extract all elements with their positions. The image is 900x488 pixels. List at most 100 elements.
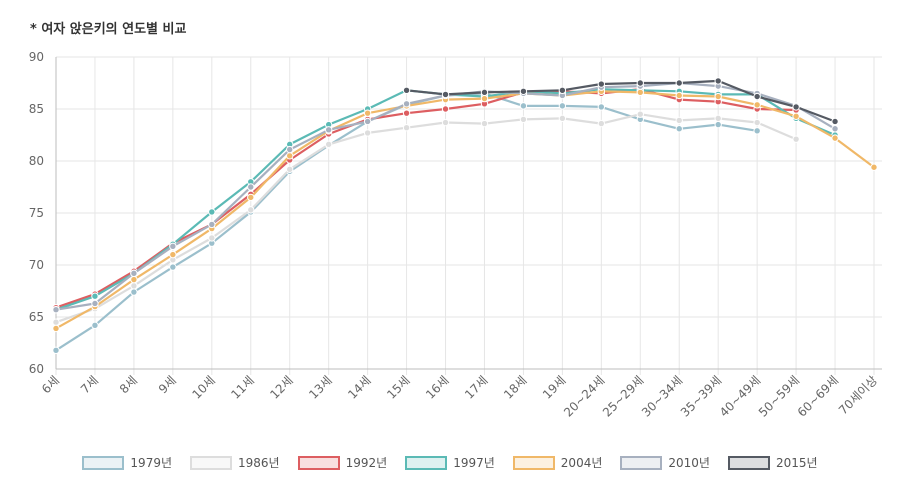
data-point-2010년[interactable]	[91, 299, 99, 308]
legend-item[interactable]: 1997년	[405, 454, 495, 471]
x-tick-label: 19세	[540, 373, 569, 402]
legend-item[interactable]: 2004년	[512, 454, 603, 471]
data-point-2004년[interactable]	[870, 163, 878, 171]
data-point-2004년[interactable]	[753, 101, 761, 109]
x-tick-label: 35~39세	[678, 373, 724, 419]
legend-swatch	[190, 455, 233, 470]
data-point-1997년[interactable]	[91, 292, 99, 300]
x-tick-label: 10세	[189, 373, 218, 402]
data-point-1986년[interactable]	[52, 318, 60, 326]
data-point-1979년[interactable]	[130, 288, 138, 296]
legend-item[interactable]: 2015년	[727, 454, 818, 471]
data-point-2004년[interactable]	[636, 88, 644, 97]
data-point-1986년[interactable]	[519, 115, 528, 124]
data-point-2004년[interactable]	[286, 152, 294, 160]
series-line-1986년	[55, 113, 797, 324]
data-point-2004년[interactable]	[675, 91, 683, 100]
data-point-1986년[interactable]	[130, 282, 138, 290]
data-point-2010년[interactable]	[52, 306, 60, 314]
data-point-1986년[interactable]	[792, 135, 800, 143]
x-tick-label: 6세	[39, 373, 62, 396]
legend-item[interactable]: 2010년	[620, 454, 710, 471]
data-point-2015년[interactable]	[480, 88, 489, 97]
data-point-2010년[interactable]	[363, 117, 372, 126]
data-point-1986년[interactable]	[286, 165, 294, 174]
data-point-2010년[interactable]	[286, 145, 294, 154]
data-point-2015년[interactable]	[831, 117, 839, 126]
legend-swatch	[82, 455, 125, 470]
data-point-2015년[interactable]	[675, 79, 683, 87]
data-point-2010년[interactable]	[169, 242, 177, 250]
data-point-1979년[interactable]	[558, 102, 567, 110]
data-point-2004년[interactable]	[831, 134, 839, 142]
data-point-2015년[interactable]	[519, 87, 528, 96]
data-point-2015년[interactable]	[636, 79, 644, 87]
series-line-1992년	[55, 88, 797, 309]
data-point-2010년[interactable]	[208, 220, 216, 229]
data-point-2004년[interactable]	[363, 109, 372, 117]
x-tick-label: 17세	[462, 373, 491, 402]
series-line-2015년	[406, 79, 836, 123]
data-point-2015년[interactable]	[597, 80, 606, 88]
data-point-2010년[interactable]	[130, 269, 138, 278]
data-point-1986년[interactable]	[208, 234, 216, 242]
data-point-1986년[interactable]	[441, 118, 450, 127]
legend-item[interactable]: 1986년	[190, 454, 280, 471]
data-point-1979년[interactable]	[597, 103, 606, 111]
data-point-1986년[interactable]	[247, 206, 255, 214]
data-point-1992년[interactable]	[402, 109, 411, 117]
data-point-2004년[interactable]	[792, 112, 800, 120]
x-tick-label: 50~59세	[756, 373, 802, 419]
x-tick-label: 7세	[78, 373, 101, 396]
data-point-1979년[interactable]	[91, 321, 99, 330]
data-point-2004년[interactable]	[52, 324, 60, 333]
data-point-2004년[interactable]	[169, 250, 177, 259]
data-point-1986년[interactable]	[363, 129, 372, 137]
data-point-1986년[interactable]	[636, 110, 644, 118]
data-point-2004년[interactable]	[714, 92, 722, 101]
data-point-2004년[interactable]	[130, 275, 138, 284]
data-point-2004년[interactable]	[247, 193, 255, 202]
data-point-2010년[interactable]	[247, 183, 255, 191]
data-point-1986년[interactable]	[597, 119, 606, 128]
legend-swatch	[297, 455, 340, 470]
data-point-1986년[interactable]	[402, 124, 411, 132]
data-point-1979년[interactable]	[169, 263, 177, 271]
legend-label: 2015년	[775, 456, 818, 470]
data-point-2010년[interactable]	[402, 100, 411, 108]
x-tick-label: 13세	[306, 373, 335, 402]
data-point-1979년[interactable]	[714, 120, 722, 129]
data-point-1986년[interactable]	[675, 116, 683, 125]
legend-label: 2004년	[560, 456, 603, 470]
data-point-2015년[interactable]	[402, 86, 411, 94]
legend-item[interactable]: 1992년	[297, 454, 388, 471]
data-point-2015년[interactable]	[558, 86, 567, 94]
x-tick-label: 20~24세	[561, 373, 607, 419]
data-point-1986년[interactable]	[753, 118, 761, 127]
data-point-2015년[interactable]	[441, 90, 450, 99]
x-tick-label: 40~49세	[717, 373, 763, 419]
data-point-2015년[interactable]	[792, 103, 800, 111]
data-point-2004년[interactable]	[480, 94, 489, 103]
data-point-1979년[interactable]	[52, 346, 60, 354]
data-point-1992년[interactable]	[441, 105, 450, 113]
data-point-1986년[interactable]	[558, 114, 567, 123]
legend-label: 1992년	[345, 456, 388, 470]
data-point-1979년[interactable]	[675, 125, 683, 133]
data-point-2015년[interactable]	[753, 92, 761, 101]
legend-item[interactable]: 1979년	[82, 454, 172, 471]
data-point-2015년[interactable]	[714, 77, 722, 85]
data-point-1979년[interactable]	[519, 102, 528, 110]
x-tick-label: 70세이상	[836, 373, 880, 417]
data-point-1979년[interactable]	[753, 127, 761, 135]
data-point-1997년[interactable]	[208, 208, 216, 216]
data-point-1986년[interactable]	[480, 119, 489, 128]
y-tick-label: 75	[29, 206, 44, 220]
y-tick-label: 85	[29, 102, 44, 116]
data-point-1986년[interactable]	[714, 114, 722, 123]
data-point-1986년[interactable]	[324, 140, 333, 149]
y-tick-label: 90	[29, 50, 44, 64]
data-point-2010년[interactable]	[831, 125, 839, 133]
legend-label: 2010년	[668, 456, 710, 470]
data-point-2010년[interactable]	[324, 126, 333, 134]
